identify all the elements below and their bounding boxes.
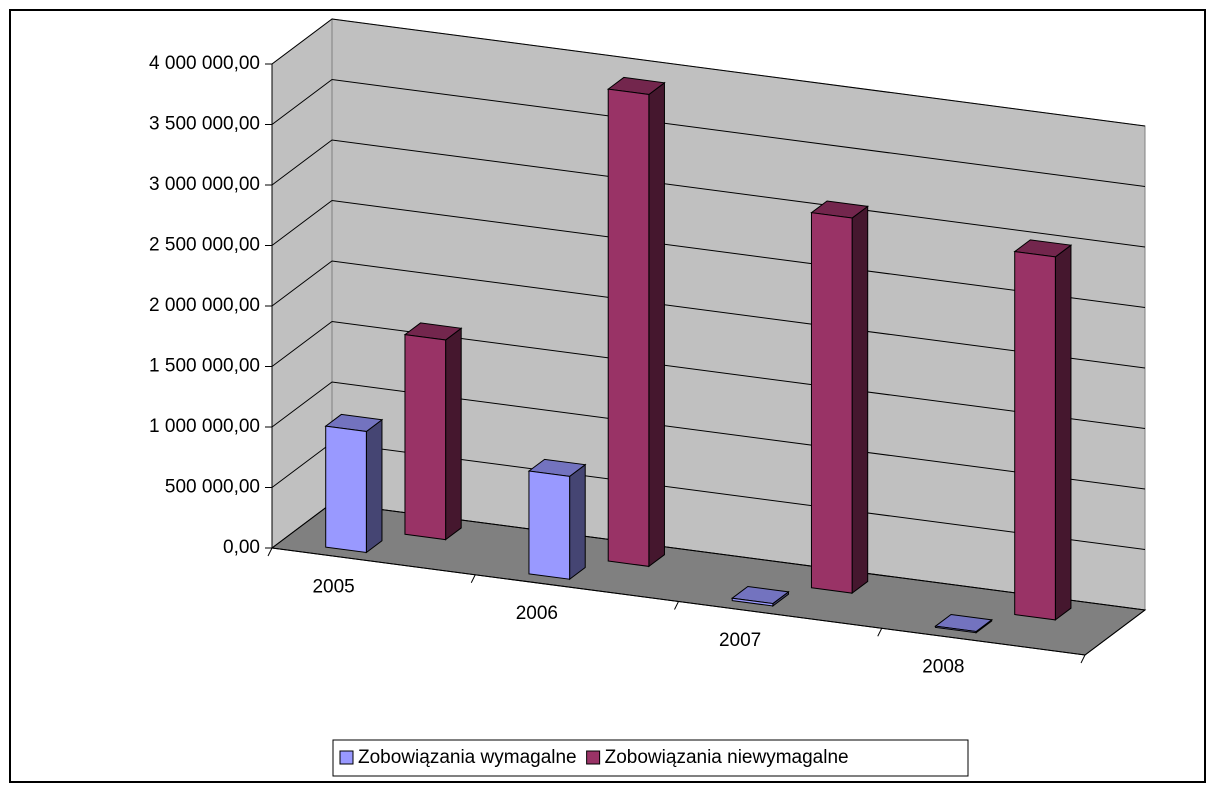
bar-side [851, 205, 869, 595]
bar-side [365, 418, 383, 554]
bar [324, 413, 384, 554]
legend-swatch [339, 750, 354, 765]
x-tick [877, 628, 883, 637]
y-tick-label: 1 000 000,00 [149, 416, 260, 437]
legend-label: Zobowiązania niewymagalne [605, 747, 849, 768]
bar-front [528, 470, 571, 580]
x-tick-label: 2007 [719, 630, 761, 651]
legend-label: Zobowiązania wymagalne [358, 747, 577, 768]
x-tick-label: 2008 [922, 657, 964, 678]
bar-side [445, 327, 462, 541]
y-tick-label: 0,00 [223, 537, 260, 558]
bar [730, 585, 790, 607]
grid-line [271, 18, 1146, 127]
bar [527, 458, 587, 581]
x-tick [674, 601, 679, 610]
bar-front [404, 334, 447, 541]
bar [934, 613, 993, 634]
bar-front [934, 625, 977, 634]
legend-box [332, 739, 969, 777]
bar-front [731, 597, 774, 607]
bar-front [325, 425, 367, 554]
grid-line [271, 78, 1146, 187]
x-tick [1080, 654, 1086, 664]
y-tick-label: 4 000 000,00 [149, 53, 260, 74]
grid-line [271, 381, 1146, 490]
x-tick-label: 2006 [516, 603, 558, 624]
y-tick-label: 3 500 000,00 [149, 114, 260, 135]
bar-front [1014, 250, 1056, 621]
bar-side [569, 463, 586, 581]
y-tick-label: 2 500 000,00 [149, 235, 260, 256]
bar [810, 200, 869, 595]
grid-line [271, 199, 1146, 308]
y-tick-label: 500 000,00 [165, 477, 260, 498]
grid-line [271, 139, 1146, 248]
bar-side [1054, 244, 1072, 621]
bar [1013, 239, 1073, 621]
bar-front [607, 88, 650, 567]
grid-line [271, 320, 1146, 429]
x-tick [267, 547, 273, 557]
grid-line [271, 260, 1146, 369]
bar [403, 322, 463, 541]
bar [606, 76, 666, 568]
x-tick [470, 574, 476, 583]
y-tick-label: 3 000 000,00 [149, 174, 260, 195]
y-tick-label: 1 500 000,00 [149, 356, 260, 377]
bar-front [810, 212, 853, 594]
x-tick-label: 2005 [312, 576, 354, 597]
y-tick-label: 2 000 000,00 [149, 295, 260, 316]
legend-swatch [586, 750, 601, 765]
bar-side [648, 81, 665, 568]
